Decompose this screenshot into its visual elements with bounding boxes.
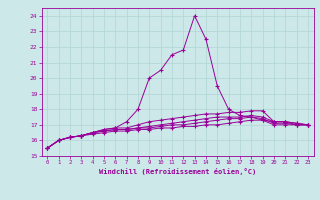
- X-axis label: Windchill (Refroidissement éolien,°C): Windchill (Refroidissement éolien,°C): [99, 168, 256, 175]
